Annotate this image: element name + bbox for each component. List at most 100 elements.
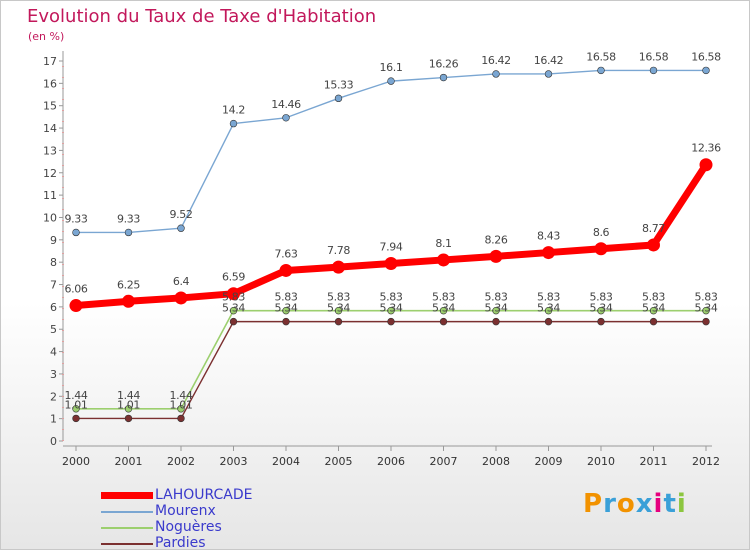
y-tick-label: 14 [43, 122, 57, 135]
logo-letter: i [653, 489, 664, 519]
point-lahourcade [437, 253, 450, 267]
point-lahourcade [647, 238, 660, 252]
data-label-pardies: 5.34 [275, 302, 298, 315]
data-label-pardies: 5.34 [590, 302, 613, 315]
x-tick-label: 2003 [220, 455, 248, 468]
data-label-mourenx: 16.42 [534, 54, 564, 67]
y-tick-label: 13 [43, 144, 57, 157]
point-mourenx [124, 228, 133, 237]
series-line-lahourcade [72, 161, 710, 310]
point-pardies [334, 317, 343, 326]
x-tick-label: 2000 [62, 455, 90, 468]
point-mourenx [177, 224, 185, 232]
y-tick-label: 10 [43, 211, 57, 224]
legend-label-nogueres: Noguères [155, 519, 222, 535]
y-tick-label: 7 [50, 279, 57, 292]
legend-item-mourenx: Mourenx [101, 503, 361, 519]
y-tick-label: 2 [50, 390, 57, 403]
point-nogueres [597, 306, 605, 315]
point-nogueres [649, 306, 658, 315]
point-nogueres [492, 306, 500, 315]
data-label-nogueres: 5.83 [642, 291, 665, 304]
data-label-nogueres: 5.83 [432, 291, 455, 304]
data-label-pardies: 5.34 [380, 302, 403, 315]
legend-item-pardies: Pardies [101, 535, 361, 551]
point-nogueres [124, 405, 133, 413]
point-lahourcade [174, 291, 188, 305]
point-pardies [72, 414, 80, 423]
y-tick-label: 3 [50, 368, 57, 381]
point-pardies [702, 317, 710, 326]
data-label-mourenx: 14.2 [222, 104, 245, 117]
chart-title: Evolution du Taux de Taxe d'Habitation [27, 6, 377, 27]
legend-swatch-pardies [101, 543, 153, 545]
data-label-pardies: 1.01 [117, 398, 140, 411]
point-lahourcade [69, 299, 83, 313]
data-label-nogueres: 5.83 [695, 291, 718, 304]
point-lahourcade [279, 263, 293, 277]
data-label-nogueres: 1.44 [170, 389, 193, 402]
data-label-lahourcade: 7.78 [327, 244, 350, 257]
point-nogueres [334, 306, 343, 315]
point-mourenx [334, 94, 343, 103]
logo-letter: o [616, 489, 636, 519]
chart-series [69, 66, 713, 423]
data-label-lahourcade: 7.63 [275, 247, 298, 260]
data-label-pardies: 5.34 [485, 302, 508, 315]
data-label-pardies: 5.34 [222, 302, 245, 315]
y-tick-label: 9 [50, 234, 57, 247]
data-label-lahourcade: 8.1 [435, 237, 451, 250]
x-tick-label: 2008 [482, 455, 510, 468]
data-label-lahourcade: 8.77 [642, 222, 665, 235]
chart-data-labels: 1.01 1.01 1.01 5.34 5.34 5.34 5.34 5.34 5.34 5.34… [65, 50, 722, 411]
x-tick-label: 2002 [167, 455, 195, 468]
logo-letter: P [583, 489, 604, 519]
x-tick-label: 2009 [535, 455, 563, 468]
data-label-mourenx: 9.33 [117, 212, 140, 225]
point-mourenx [387, 77, 395, 85]
point-pardies [544, 317, 553, 326]
y-tick-label: 8 [50, 256, 57, 269]
data-label-mourenx: 14.46 [271, 98, 301, 111]
legend-item-nogueres: Noguères [101, 519, 361, 535]
point-nogueres [72, 405, 80, 413]
point-pardies [439, 317, 448, 326]
data-label-nogueres: 5.83 [327, 291, 350, 304]
data-label-mourenx: 15.33 [324, 78, 354, 91]
legend-item-lahourcade: LAHOURCADE [101, 487, 361, 503]
data-label-pardies: 5.34 [327, 302, 350, 315]
data-label-lahourcade: 12.36 [691, 142, 721, 155]
chart-subtitle: (en %) [28, 30, 65, 43]
legend-swatch-mourenx [101, 511, 153, 513]
legend-swatch-nogueres [101, 527, 153, 529]
data-label-lahourcade: 6.06 [65, 283, 88, 296]
data-label-pardies: 5.34 [537, 302, 560, 315]
legend-swatch-lahourcade [101, 492, 153, 499]
x-tick-label: 2004 [272, 455, 300, 468]
legend: LAHOURCADE Mourenx Noguères Pardies [101, 487, 361, 551]
data-label-nogueres: 5.83 [537, 291, 560, 304]
point-nogueres [282, 306, 290, 315]
point-lahourcade [699, 158, 713, 172]
point-nogueres [387, 306, 395, 315]
data-label-lahourcade: 7.94 [380, 241, 403, 254]
legend-label-lahourcade: LAHOURCADE [155, 487, 253, 503]
x-tick-label: 2007 [430, 455, 458, 468]
x-tick-label: 2011 [640, 455, 668, 468]
point-pardies [597, 317, 605, 326]
point-lahourcade [489, 249, 503, 263]
point-mourenx [492, 70, 500, 78]
logo-letter: i [676, 489, 687, 519]
data-label-nogueres: 5.83 [485, 291, 508, 304]
point-pardies [492, 317, 500, 326]
point-pardies [124, 414, 133, 423]
data-label-lahourcade: 6.59 [222, 271, 245, 284]
point-lahourcade [594, 242, 608, 256]
data-label-nogueres: 5.83 [590, 291, 613, 304]
point-mourenx [282, 114, 290, 122]
data-label-mourenx: 16.58 [586, 50, 616, 63]
y-tick-label: 1 [50, 413, 57, 426]
point-lahourcade [227, 287, 240, 301]
